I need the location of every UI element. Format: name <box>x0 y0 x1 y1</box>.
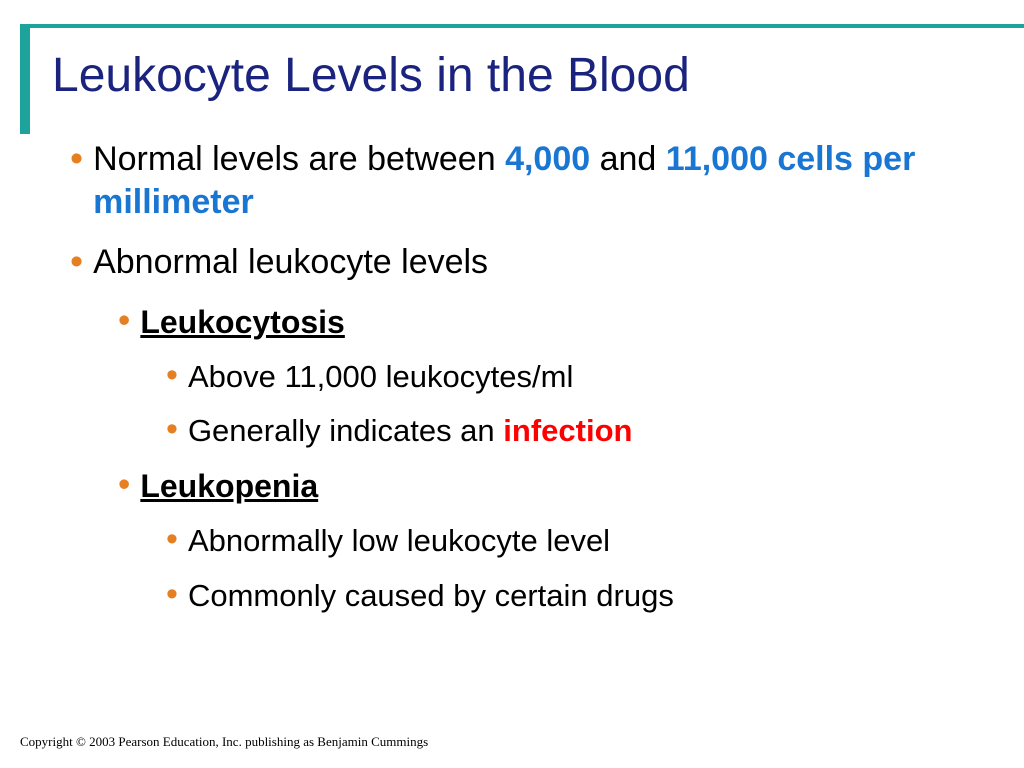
bullet-normal-levels: • Normal levels are between 4,000 and 11… <box>70 138 984 223</box>
bullet-icon: • <box>70 138 83 223</box>
bullet-icon: • <box>166 357 178 397</box>
bullet-icon: • <box>118 466 130 508</box>
slide-content: • Normal levels are between 4,000 and 11… <box>70 138 984 630</box>
side-rule <box>20 24 30 134</box>
bullet-icon: • <box>166 411 178 451</box>
bullet-text: Normal levels are between 4,000 and 11,0… <box>93 138 984 223</box>
bullet-text: Above 11,000 leukocytes/ml <box>188 357 984 397</box>
copyright-notice: Copyright © 2003 Pearson Education, Inc.… <box>20 734 428 750</box>
bullet-text: Generally indicates an infection <box>188 411 984 451</box>
bullet-text: Abnormal leukocyte levels <box>93 241 984 284</box>
bullet-leukopenia-detail: • Abnormally low leukocyte level <box>166 521 984 561</box>
bullet-icon: • <box>166 576 178 616</box>
highlight-term: infection <box>503 413 632 448</box>
bullet-icon: • <box>166 521 178 561</box>
bullet-leukocytosis: • Leukocytosis <box>118 302 984 344</box>
bullet-leukocytosis-detail: • Above 11,000 leukocytes/ml <box>166 357 984 397</box>
slide-title: Leukocyte Levels in the Blood <box>52 48 690 103</box>
highlight-value: 4,000 <box>505 140 590 178</box>
bullet-text: Leukocytosis <box>140 302 984 344</box>
bullet-leukopenia: • Leukopenia <box>118 466 984 508</box>
bullet-leukocytosis-detail: • Generally indicates an infection <box>166 411 984 451</box>
text-segment: Generally indicates an <box>188 413 503 448</box>
bullet-leukopenia-detail: • Commonly caused by certain drugs <box>166 576 984 616</box>
bullet-abnormal: • Abnormal leukocyte levels <box>70 241 984 284</box>
top-rule <box>20 24 1024 28</box>
text-segment: and <box>590 140 666 178</box>
bullet-text: Commonly caused by certain drugs <box>188 576 984 616</box>
bullet-text: Abnormally low leukocyte level <box>188 521 984 561</box>
bullet-icon: • <box>70 241 83 284</box>
text-segment: Normal levels are between <box>93 140 505 178</box>
bullet-icon: • <box>118 302 130 344</box>
bullet-text: Leukopenia <box>140 466 984 508</box>
